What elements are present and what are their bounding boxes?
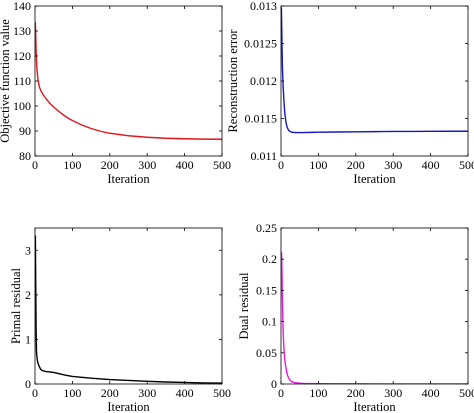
y-tick-label: 110 [13, 74, 31, 88]
x-tick-label: 100 [309, 158, 327, 172]
y-tick-label: 3 [25, 243, 31, 257]
x-tick-label: 400 [422, 386, 440, 400]
y-tick-label: 0.0115 [244, 112, 277, 126]
series-line-dual [281, 251, 468, 384]
axes-frame [34, 227, 223, 385]
x-tick-label: 300 [138, 386, 156, 400]
x-tick-label: 0 [32, 386, 38, 400]
x-tick-label: 100 [309, 386, 327, 400]
x-tick-label: 400 [176, 158, 194, 172]
x-tick-label: 200 [101, 386, 119, 400]
x-tick-label: 0 [32, 158, 38, 172]
y-tick-label: 120 [13, 49, 31, 63]
x-tick-label: 100 [63, 158, 81, 172]
x-axis-label: Iteration [353, 172, 396, 186]
y-axis-label: Primal residual [9, 267, 23, 344]
y-axis-label: Objective function value [0, 19, 12, 143]
x-axis-label: Iteration [107, 172, 150, 186]
x-axis-label: Iteration [353, 400, 396, 413]
y-tick-label: 90 [19, 124, 31, 138]
axes-frame [280, 227, 469, 385]
x-tick-label: 400 [422, 158, 440, 172]
y-tick-label: 0.15 [256, 283, 277, 297]
y-tick-label: 100 [13, 99, 31, 113]
y-axis-label: Dual residual [237, 272, 251, 340]
chart-panel-objective: 0 100 200 300 400 500 80 90 100 110 120 130 140 Itera… [0, 0, 231, 186]
x-tick-label: 0 [278, 158, 284, 172]
x-tick-label: 200 [347, 386, 365, 400]
y-tick-label: 0.012 [250, 74, 277, 88]
series-line-objective [35, 22, 222, 140]
series-line-primal [35, 235, 222, 384]
y-tick-label: 0 [271, 377, 277, 391]
axes-frame [34, 5, 223, 157]
chart-panel-dual: 0 100 200 300 400 500 0 0.05 0.1 0.15 0.2 0.25 Itera… [237, 221, 474, 413]
x-tick-label: 500 [459, 386, 474, 400]
x-axis-label: Iteration [107, 400, 150, 413]
x-tick-label: 300 [138, 158, 156, 172]
y-tick-label: 0.0125 [244, 37, 277, 51]
x-tick-label: 400 [176, 386, 194, 400]
chart-panel-reconstruction: 0 100 200 300 400 500 0.011 0.0115 0.012 0.0125 0.… [226, 0, 474, 186]
x-tick-label: 300 [384, 158, 402, 172]
x-tick-label: 500 [459, 158, 474, 172]
y-tick-label: 1 [25, 332, 31, 346]
y-tick-label: 2 [25, 288, 31, 302]
y-tick-label: 0 [25, 377, 31, 391]
x-tick-label: 500 [213, 158, 231, 172]
x-tick-label: 100 [63, 386, 81, 400]
y-tick-label: 130 [13, 24, 31, 38]
y-tick-label: 0.011 [250, 149, 277, 163]
y-axis-label: Reconstruction error [226, 29, 240, 133]
axes-frame [280, 5, 469, 157]
x-tick-label: 200 [101, 158, 119, 172]
y-tick-label: 0.05 [256, 346, 277, 360]
x-tick-label: 300 [384, 386, 402, 400]
y-tick-label: 0.2 [262, 252, 277, 266]
x-tick-label: 200 [347, 158, 365, 172]
x-tick-label: 500 [213, 386, 231, 400]
y-tick-label: 0.013 [250, 0, 277, 13]
y-tick-label: 0.1 [262, 315, 277, 329]
x-tick-label: 0 [278, 386, 284, 400]
y-tick-label: 80 [19, 149, 31, 163]
y-tick-label: 140 [13, 0, 31, 13]
series-line-reconstruction [281, 7, 468, 134]
y-tick-label: 0.25 [256, 221, 277, 235]
chart-panel-primal: 0 100 200 300 400 500 0 1 2 3 Iteration Primal resi… [9, 227, 231, 413]
